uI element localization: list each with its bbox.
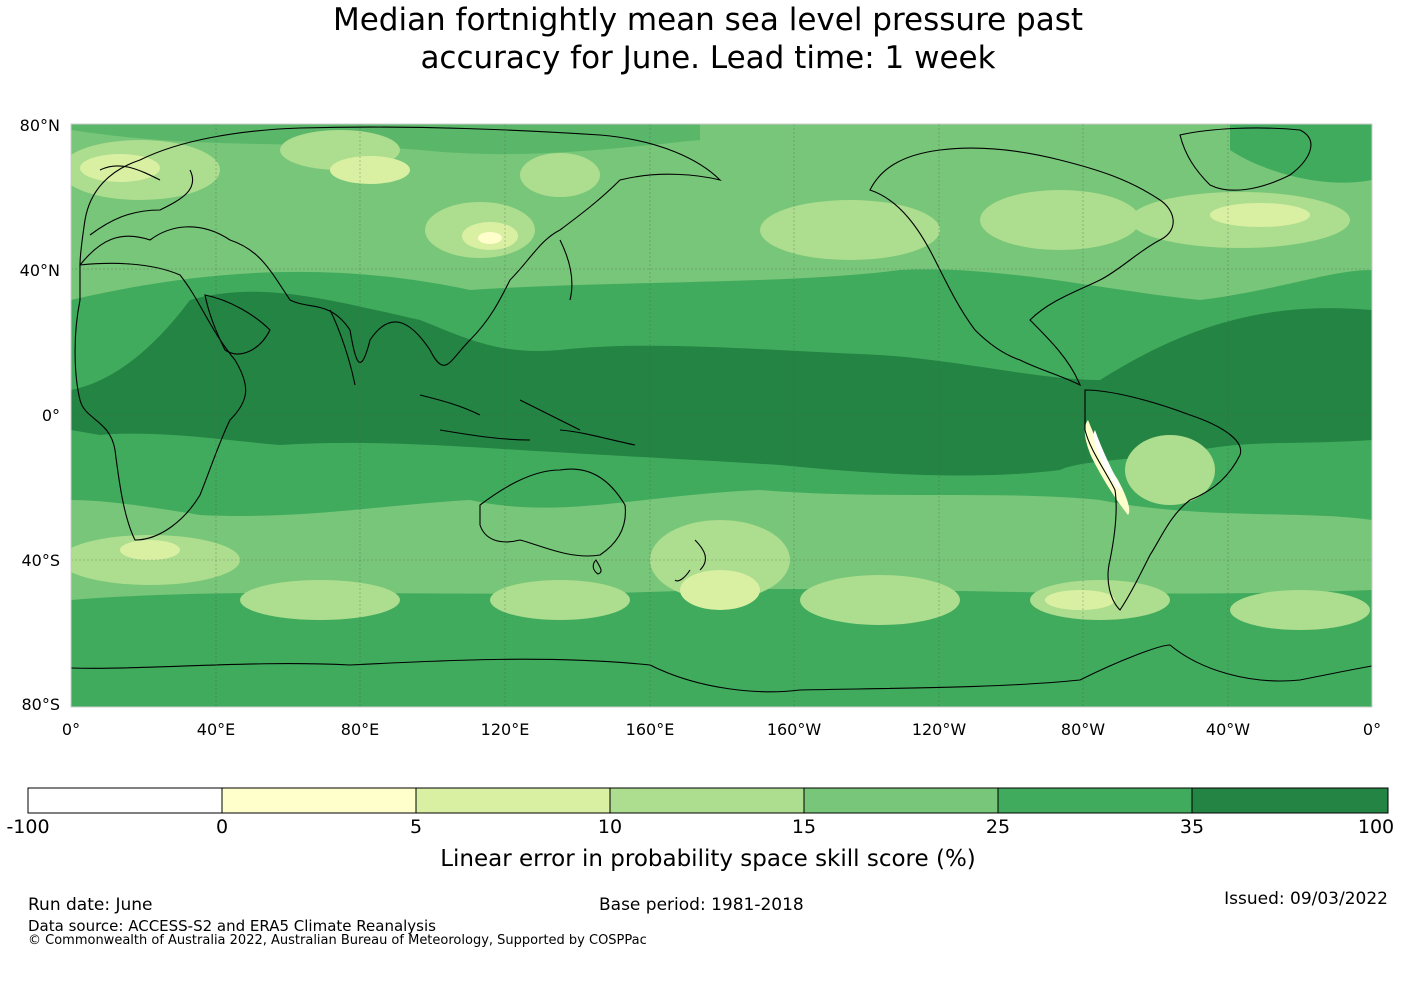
colorbar-segment <box>804 788 998 813</box>
lon-label: 80°E <box>340 720 380 739</box>
colorbar-segment <box>222 788 416 813</box>
colorbar-tick: 35 <box>1179 816 1205 838</box>
skill-zone-negative <box>1093 430 1122 491</box>
issued-date: Issued: 09/03/2022 <box>1224 889 1388 909</box>
map-frame <box>70 123 1373 708</box>
skill-zone-high <box>71 291 1372 476</box>
colorbar-outline <box>27 787 1389 814</box>
lon-label: 40°W <box>1205 720 1251 739</box>
colorbar-tick: -100 <box>6 816 50 838</box>
colorbar-segment <box>998 788 1192 813</box>
lat-label: 40°N <box>19 261 60 280</box>
graticule <box>71 124 1372 707</box>
coastlines <box>71 126 1372 693</box>
colorbar-title: Linear error in probability space skill … <box>440 846 976 872</box>
run-date: Run date: June <box>28 895 153 915</box>
lon-label: 120°W <box>911 720 967 739</box>
lon-label: 160°E <box>625 720 675 739</box>
colorbar-tick: 15 <box>791 816 817 838</box>
title-line-1: Median fortnightly mean sea level pressu… <box>332 2 1084 38</box>
lat-label: 80°N <box>19 116 60 135</box>
colorbar-tick: 25 <box>985 816 1011 838</box>
colorbar-tick: 10 <box>597 816 623 838</box>
title-line-2: accuracy for June. Lead time: 1 week <box>420 40 996 76</box>
colorbar-tick: 5 <box>409 816 423 838</box>
colorbar-tick: 0 <box>215 816 229 838</box>
base-period: Base period: 1981-2018 <box>599 895 804 915</box>
lon-label: 0° <box>61 720 81 739</box>
lon-label: 40°E <box>196 720 236 739</box>
lon-label: 120°E <box>480 720 530 739</box>
copyright-notice: © Commonwealth of Australia 2022, Austra… <box>28 933 647 948</box>
lat-label: 0° <box>41 406 60 425</box>
data-source: Data source: ACCESS-S2 and ERA5 Climate … <box>28 917 436 935</box>
lon-label: 80°W <box>1060 720 1106 739</box>
lat-label: 40°S <box>21 551 60 570</box>
colorbar-segment <box>28 788 222 813</box>
lon-label: 160°W <box>766 720 822 739</box>
lat-label: 80°S <box>21 695 60 714</box>
colorbar-segment <box>416 788 610 813</box>
colorbar <box>27 787 1389 814</box>
colorbar-tick: 100 <box>1357 816 1395 838</box>
colorbar-segment <box>610 788 804 813</box>
colorbar-segment <box>1192 788 1388 813</box>
lon-label: 0° <box>1362 720 1382 739</box>
